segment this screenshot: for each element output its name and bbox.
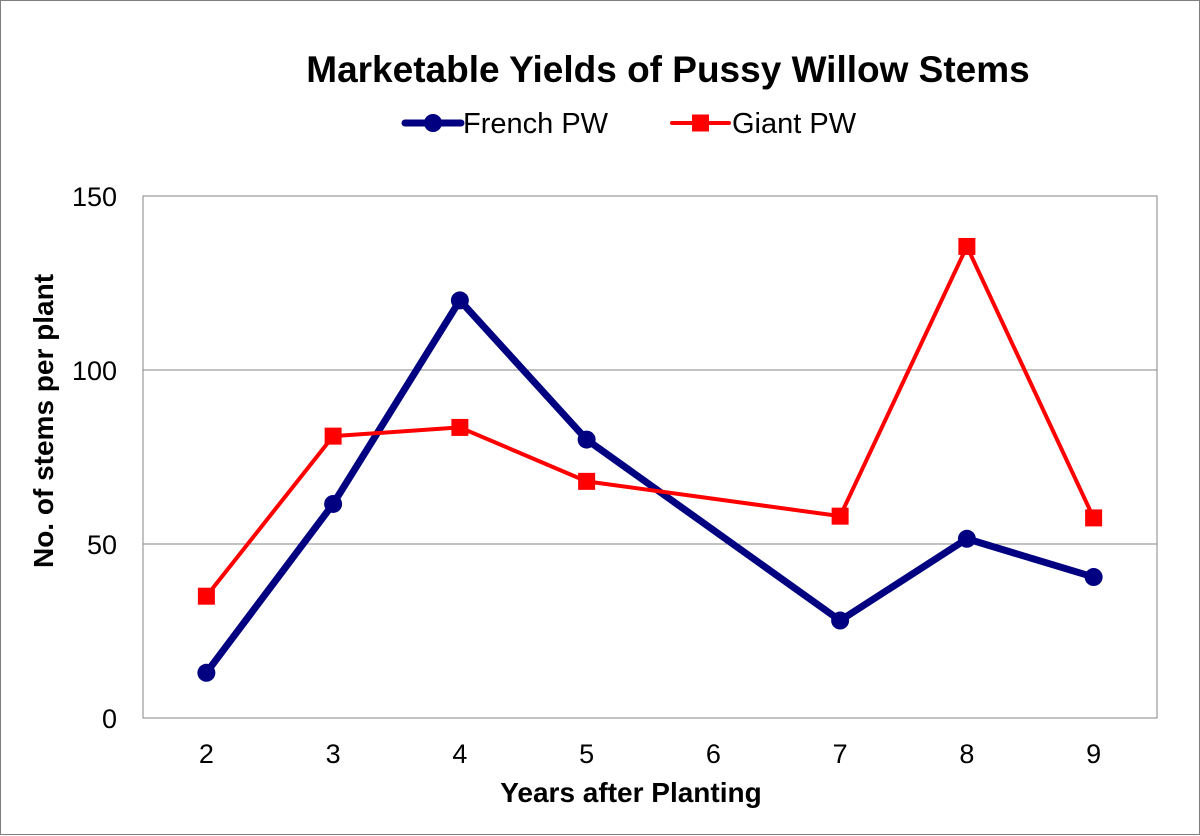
data-point [831, 611, 850, 630]
data-point [578, 472, 596, 490]
x-tick-label: 6 [706, 739, 721, 769]
data-point [451, 418, 469, 436]
data-point [958, 237, 976, 255]
data-point [1084, 568, 1103, 587]
legend-marker [424, 114, 442, 132]
legend: French PW Giant PW [401, 108, 857, 140]
y-tick-label: 50 [87, 530, 117, 560]
y-axis-title: No. of stems per plant [28, 274, 59, 568]
legend-marker [692, 114, 709, 132]
data-point [1085, 509, 1103, 527]
legend-label: French PW [463, 108, 609, 140]
series-giant-pw [197, 237, 1103, 605]
data-point [324, 427, 342, 445]
series-layer [197, 237, 1103, 682]
data-point [324, 494, 343, 513]
x-tick-label: 3 [326, 739, 341, 769]
x-tick-label: 8 [959, 739, 974, 769]
y-tick-label: 150 [72, 182, 117, 212]
x-tick-label: 5 [579, 739, 594, 769]
data-point [577, 430, 596, 449]
y-tick-label: 100 [72, 356, 117, 386]
data-point [450, 291, 469, 310]
data-point [831, 507, 849, 525]
gridlines [143, 369, 1157, 545]
chart-title: Marketable Yields of Pussy Willow Stems [306, 49, 1029, 90]
y-tick-label: 0 [102, 704, 117, 734]
legend-item: French PW [401, 108, 609, 140]
x-axis-ticks: 2 3 4 5 6 7 8 9 [199, 739, 1101, 769]
x-tick-label: 7 [833, 739, 848, 769]
legend-item: Giant PW [670, 108, 857, 140]
x-tick-label: 9 [1086, 739, 1101, 769]
x-axis-title: Years after Planting [500, 777, 761, 808]
series-french-pw [197, 291, 1103, 682]
y-axis-ticks: 0 50 100 150 [72, 182, 117, 734]
legend-label: Giant PW [732, 108, 857, 140]
data-point [197, 587, 215, 605]
data-point [957, 529, 976, 548]
data-point [197, 663, 216, 682]
series-line [202, 296, 1098, 677]
plot-area [142, 195, 1158, 719]
x-tick-label: 2 [199, 739, 214, 769]
x-tick-label: 4 [452, 739, 467, 769]
